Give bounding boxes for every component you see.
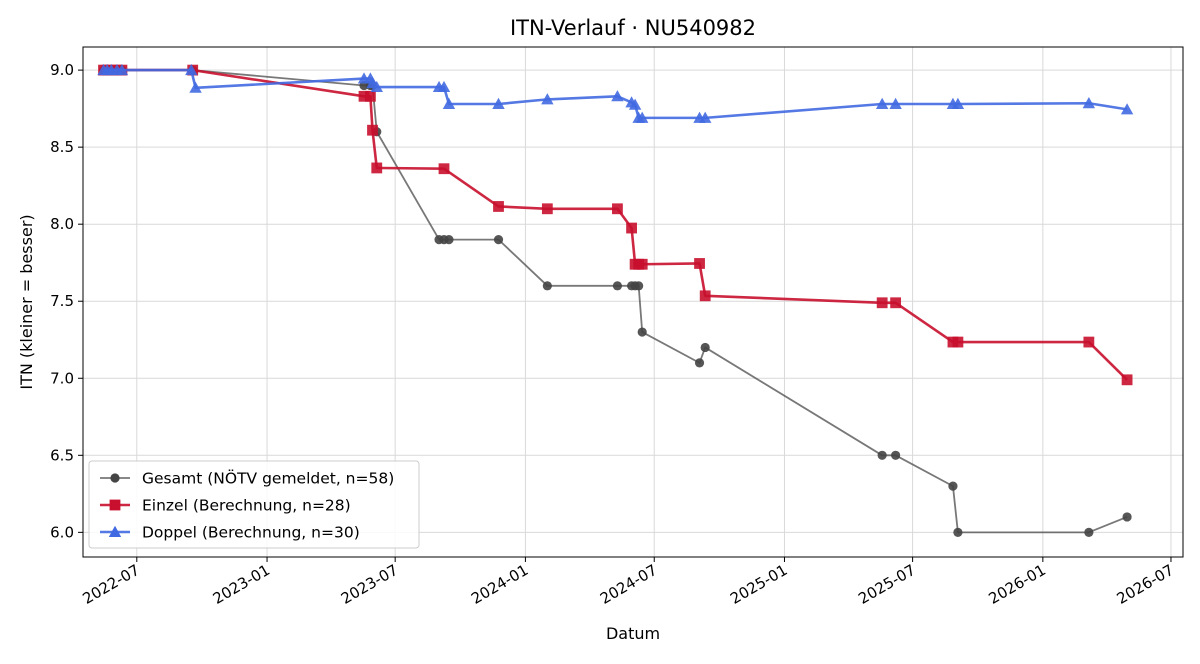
data-point <box>699 111 712 123</box>
legend-item: Gesamt (NÖTV gemeldet, n=58) <box>100 469 394 488</box>
data-point <box>364 90 376 102</box>
data-point <box>115 63 129 76</box>
data-point <box>370 80 383 93</box>
data-point <box>612 203 623 215</box>
legend-marker <box>109 499 121 511</box>
data-point <box>889 97 902 109</box>
x-axis-label: Datum <box>606 624 660 643</box>
data-point <box>948 481 958 491</box>
data-point <box>876 297 888 309</box>
x-tick-label: 2026-07 <box>1114 561 1177 608</box>
data-point <box>951 97 965 109</box>
data-point <box>634 281 644 291</box>
data-point <box>612 281 623 291</box>
x-tick-label: 2022-07 <box>80 561 143 608</box>
series-doppel <box>97 63 1134 123</box>
y-tick-label: 8.5 <box>50 138 74 156</box>
data-point <box>636 111 649 123</box>
y-tick-label: 6.0 <box>50 523 74 541</box>
x-tick-label: 2026-01 <box>986 561 1049 608</box>
y-axis-ticks: 6.0 6.5 7.0 7.5 8.0 8.5 9.0 <box>50 61 83 541</box>
data-point <box>438 163 450 175</box>
data-point <box>493 234 504 245</box>
x-axis-ticks: 2022-07 2023-01 2023-07 2024-01 2024-07 2025-… <box>80 557 1177 608</box>
data-point <box>877 450 887 460</box>
data-point <box>953 527 963 537</box>
data-point <box>891 450 901 460</box>
data-point <box>890 297 902 309</box>
data-point <box>694 358 705 368</box>
x-tick-label: 2024-01 <box>468 561 531 608</box>
data-point <box>541 203 553 215</box>
legend-label: Einzel (Berechnung, n=28) <box>142 497 351 515</box>
legend-label: Doppel (Berechnung, n=30) <box>142 524 360 542</box>
data-point <box>1082 97 1096 109</box>
data-point <box>541 93 554 105</box>
x-tick-label: 2025-01 <box>727 561 790 608</box>
y-tick-label: 8.0 <box>50 215 74 233</box>
legend: Gesamt (NÖTV gemeldet, n=58) Einzel (Bere… <box>88 460 420 549</box>
data-point <box>371 162 383 174</box>
data-point <box>189 81 202 93</box>
plot-frame <box>82 46 1184 558</box>
legend-marker <box>110 473 120 483</box>
data-point <box>367 124 378 136</box>
data-point <box>493 201 504 212</box>
legend-item: Doppel (Berechnung, n=30) <box>100 524 360 542</box>
data-point <box>628 98 642 110</box>
series-einzel <box>98 64 1133 386</box>
y-tick-label: 7.5 <box>50 292 74 310</box>
data-point <box>1122 512 1132 522</box>
data-point <box>699 290 711 302</box>
data-point <box>542 281 552 291</box>
data-point <box>185 63 198 76</box>
data-point <box>1084 527 1094 537</box>
y-tick-label: 9.0 <box>50 61 74 79</box>
data-point <box>492 97 505 109</box>
data-point <box>694 258 705 269</box>
x-tick-label: 2023-07 <box>338 561 401 608</box>
y-tick-label: 6.5 <box>50 446 74 464</box>
series-layer <box>97 63 1134 537</box>
data-point <box>637 327 647 337</box>
data-point <box>636 258 648 270</box>
data-point <box>358 90 370 102</box>
legend-marker <box>108 525 122 537</box>
legend-label: Gesamt (NÖTV gemeldet, n=58) <box>142 469 394 488</box>
data-point <box>444 234 454 245</box>
y-axis-label: ITN (kleiner = besser) <box>17 214 36 389</box>
data-point <box>1083 336 1095 348</box>
series-line <box>103 68 1128 381</box>
legend-item: Einzel (Berechnung, n=28) <box>100 497 351 515</box>
data-point <box>700 342 710 353</box>
legend-box <box>88 460 420 549</box>
x-tick-label: 2025-07 <box>855 561 918 608</box>
data-point <box>611 90 624 102</box>
x-tick-label: 2023-01 <box>210 561 273 608</box>
data-point <box>1121 374 1133 386</box>
data-point <box>437 80 451 93</box>
chart-title: ITN-Verlauf · NU540982 <box>510 16 756 40</box>
data-point <box>626 222 637 234</box>
x-tick-label: 2024-07 <box>597 561 660 608</box>
y-tick-label: 7.0 <box>50 369 74 387</box>
data-point <box>442 97 456 109</box>
data-point <box>875 97 889 109</box>
data-point <box>952 336 964 348</box>
data-point <box>1120 103 1134 115</box>
